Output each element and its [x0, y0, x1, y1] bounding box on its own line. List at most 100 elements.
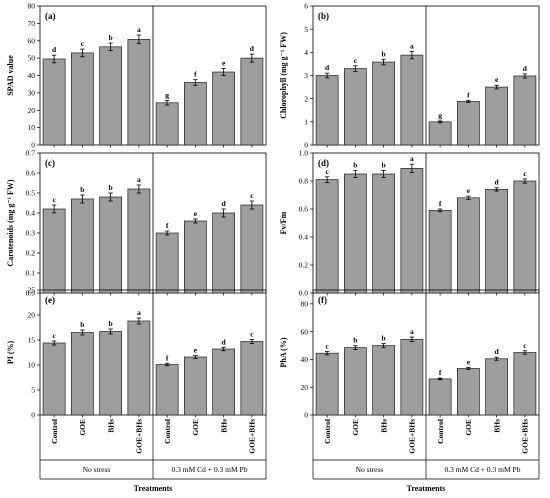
y-tick-label: 0 — [31, 411, 35, 420]
y-tick-label: 0.0 — [299, 289, 309, 298]
x-category-label: Control — [50, 419, 59, 444]
significance-letter: f — [166, 353, 169, 362]
significance-letter: b — [353, 336, 357, 345]
y-tick-label: 40 — [301, 355, 309, 364]
bar — [71, 52, 94, 146]
x-category-label: BHs — [492, 419, 501, 433]
bar — [513, 180, 537, 294]
y-tick-label: 0.1 — [26, 269, 36, 278]
y-tick-label: 0.4 — [299, 233, 309, 242]
x-category-label: GOE+BHs — [135, 419, 144, 454]
y-axis-label: Chlorophyll (mg g⁻¹ FW) — [279, 32, 288, 119]
y-tick-label: 5 — [31, 386, 35, 395]
significance-letter: c — [52, 195, 56, 204]
significance-letter: b — [382, 49, 386, 58]
bar — [485, 189, 508, 294]
significance-letter: c — [325, 342, 329, 351]
significance-letter: d — [222, 337, 227, 346]
x-category-label: BHs — [219, 419, 228, 433]
y-tick-label: 0 — [304, 411, 308, 420]
bar — [212, 348, 235, 416]
bar — [184, 356, 207, 416]
y-tick-label: 0.8 — [299, 177, 309, 186]
significance-letter: b — [353, 161, 357, 170]
y-tick-label: 80 — [301, 299, 309, 308]
significance-letter: a — [137, 308, 141, 317]
significance-letter: e — [495, 75, 499, 84]
significance-letter: d — [250, 44, 255, 53]
y-tick-label: 0.6 — [299, 205, 309, 214]
significance-letter: b — [80, 185, 84, 194]
bar — [428, 210, 452, 294]
significance-letter: e — [194, 209, 198, 218]
panel-f: 0 20 40 60 80 PhA (%) (f) c b b a f e d c Control GOE BHs… — [279, 289, 540, 493]
y-axis-label: Carotenoids (mg g⁻¹ FW) — [6, 179, 15, 266]
significance-letter: d — [495, 178, 500, 187]
y-tick-label: 20 — [28, 311, 36, 320]
y-axis-label: SPAD value — [6, 55, 15, 96]
bar — [485, 86, 508, 146]
significance-letter: d — [495, 347, 500, 356]
significance-letter: a — [410, 327, 414, 336]
significance-letter: f — [194, 70, 197, 79]
significance-letter: c — [325, 167, 329, 176]
x-category-label: GOE+BHs — [408, 419, 417, 454]
significance-letter: a — [137, 175, 141, 184]
bar — [428, 378, 452, 416]
bar — [127, 320, 151, 416]
bar — [71, 198, 94, 294]
x-category-label: GOE+BHs — [521, 419, 530, 454]
panel-c: 0.0 0.1 0.2 0.3 0.4 0.5 0.6 0.7 Carotenoids (mg … — [6, 149, 267, 298]
y-tick-label: 0.2 — [26, 249, 36, 258]
x-category-label: GOE — [191, 419, 200, 436]
x-category-label: BHs — [106, 419, 115, 433]
panel-label: (d) — [318, 158, 329, 168]
panel-label: (a) — [45, 11, 56, 21]
x-category-label: Control — [163, 419, 172, 444]
significance-letter: a — [410, 154, 414, 163]
significance-letter: d — [325, 63, 330, 72]
group-label: No stress — [356, 465, 384, 474]
bar — [315, 352, 339, 416]
bar — [428, 121, 452, 146]
significance-letter: c — [523, 169, 527, 178]
x-category-label: BHs — [379, 419, 388, 433]
y-tick-label: 0 — [304, 141, 308, 150]
significance-letter: a — [410, 41, 414, 50]
group-label: 0.3 mM Cd + 0.3 mM Pb — [172, 465, 248, 474]
significance-letter: b — [109, 183, 113, 192]
y-tick-label: 0.7 — [26, 149, 36, 158]
bar — [240, 341, 264, 416]
y-tick-label: 4 — [304, 48, 308, 57]
significance-letter: d — [222, 199, 227, 208]
bar — [184, 220, 207, 294]
y-tick-label: 0.0 — [26, 289, 36, 298]
bar — [240, 57, 264, 146]
y-tick-label: 60 — [28, 36, 36, 45]
y-tick-label: 0.3 — [26, 229, 36, 238]
bar — [240, 204, 264, 294]
bar — [372, 345, 395, 416]
y-tick-label: 1.0 — [299, 149, 309, 158]
bar — [457, 101, 480, 146]
bar — [127, 39, 151, 146]
significance-letter: b — [109, 33, 113, 42]
y-tick-label: 80 — [28, 2, 36, 11]
y-tick-label: 60 — [301, 327, 309, 336]
significance-letter: f — [439, 199, 442, 208]
bar — [184, 82, 207, 146]
significance-letter: f — [467, 90, 470, 99]
y-tick-label: 5 — [304, 25, 308, 34]
significance-letter: c — [523, 341, 527, 350]
bar — [212, 212, 235, 294]
significance-letter: c — [52, 331, 56, 340]
bar — [485, 358, 508, 416]
bar — [99, 46, 122, 146]
panel-b: 0 1 2 3 4 5 6 Chlorophyll (mg g⁻¹ FW) (b) d c b a g f e… — [279, 2, 540, 150]
y-tick-label: 1 — [304, 117, 308, 126]
significance-letter: c — [81, 39, 85, 48]
y-axis-label: PI (%) — [6, 341, 15, 365]
y-tick-label: 25 — [28, 286, 36, 295]
x-category-label: GOE — [464, 419, 473, 436]
